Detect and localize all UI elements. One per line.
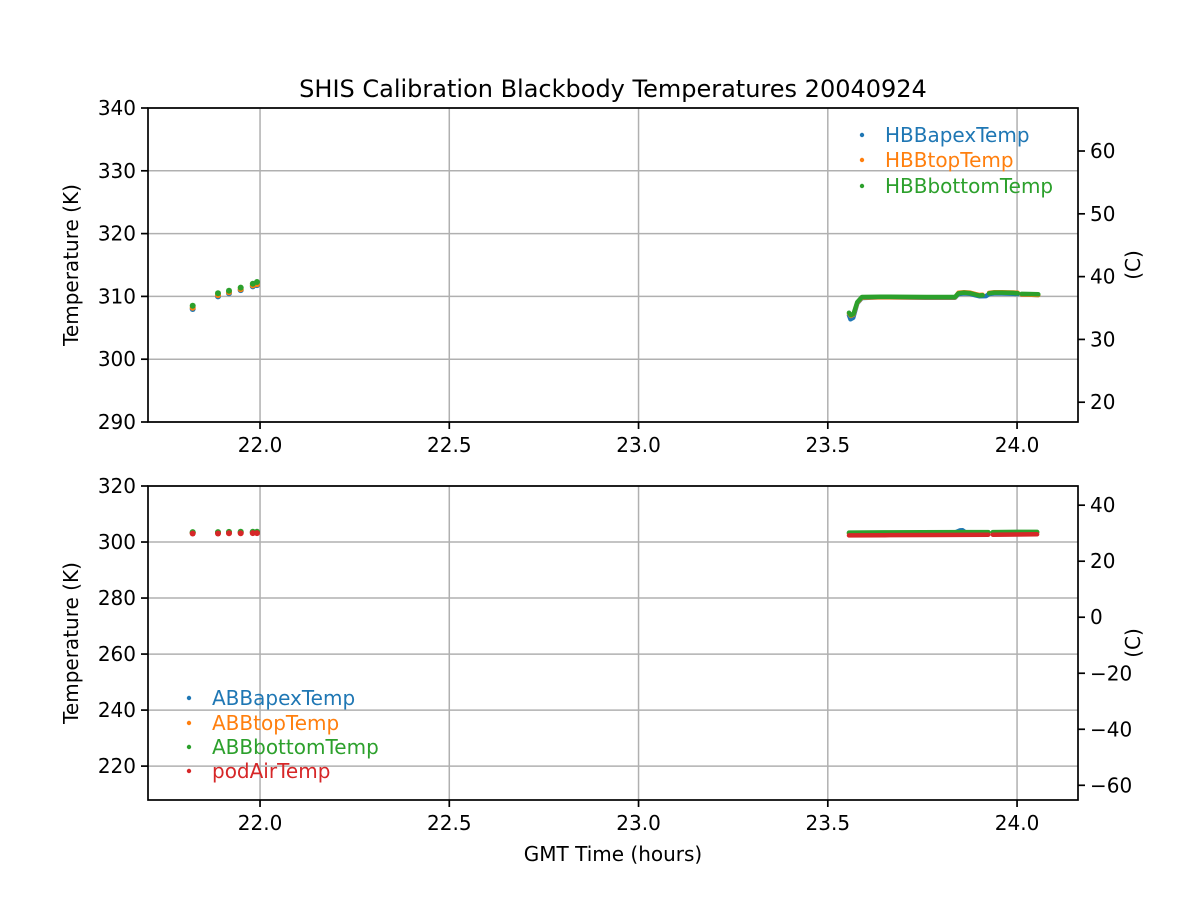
y-tick-label-right: 0 <box>1090 605 1103 629</box>
y-tick-label-left: 240 <box>98 698 136 722</box>
y-tick-label-left: 340 <box>98 96 136 120</box>
y-tick-label-right: −40 <box>1090 717 1132 741</box>
y-tick-label-left: 320 <box>98 222 136 246</box>
bottom-plot: 22.0 22.5 23.0 23.5 24.0 220 240 260 280 300 320 −6… <box>98 474 1132 835</box>
legend-marker <box>859 157 865 163</box>
data-point <box>237 530 244 537</box>
y-tick-label-right: −60 <box>1090 773 1132 797</box>
y-tick-label-right: 40 <box>1090 493 1115 517</box>
x-tick-label: 22.5 <box>427 433 472 457</box>
data-point <box>226 530 232 537</box>
x-tick-label: 22.0 <box>238 433 283 457</box>
tick-marks <box>141 485 1085 807</box>
top-y-axis-label: Temperature (K) <box>59 184 83 347</box>
chart-title: SHIS Calibration Blackbody Temperatures … <box>299 75 927 103</box>
data-point <box>249 530 256 537</box>
legend-marker <box>186 720 192 726</box>
axes-frame <box>147 107 1079 423</box>
x-tick-label: 24.0 <box>995 433 1040 457</box>
y-tick-label-right: 50 <box>1090 202 1115 226</box>
legend-marker <box>186 695 192 701</box>
y-tick-label-left: 330 <box>98 159 136 183</box>
y-tick-label-left: 260 <box>98 642 136 666</box>
y-tick-label-left: 310 <box>98 284 136 308</box>
legend-label-HBBbottomTemp: HBBbottomTemp <box>885 174 1053 198</box>
legend-marker <box>186 744 192 750</box>
series-HBBbottomTemp <box>189 279 1041 318</box>
series-line <box>986 290 1021 296</box>
bottom-legend: ABBapexTempABBtopTempABBbottomTemppodAir… <box>186 686 379 783</box>
x-axis-label: GMT Time (hours) <box>524 842 702 866</box>
top-right-y-axis-label: (C) <box>1121 250 1145 280</box>
plots-layer: 22.0 22.5 23.0 23.5 24.029030031032033034020… <box>98 96 1132 835</box>
top-plot: 22.0 22.5 23.0 23.5 24.0 290 300 310 320 330 340 20… <box>98 96 1116 457</box>
bottom-right-y-axis-label: (C) <box>1121 628 1145 658</box>
legend-marker <box>186 768 192 774</box>
data-point <box>189 302 196 309</box>
legend-marker <box>859 183 865 189</box>
axes-frame <box>147 485 1079 801</box>
y-tick-label-left: 320 <box>98 474 136 498</box>
legend-label-HBBapexTemp: HBBapexTemp <box>885 123 1030 147</box>
x-tick-label: 23.5 <box>806 433 851 457</box>
legend-label-ABBbottomTemp: ABBbottomTemp <box>212 735 379 759</box>
tick-labels: 22.0 22.5 23.0 23.5 24.0 290 300 310 320 330 340 20… <box>98 96 1116 457</box>
legend-label-podAirTemp: podAirTemp <box>212 759 330 783</box>
y-tick-label-right: 20 <box>1090 390 1115 414</box>
series-line <box>846 532 991 538</box>
y-tick-label-left: 300 <box>98 530 136 554</box>
tick-labels: 22.0 22.5 23.0 23.5 24.0 220 240 260 280 300 320 −6… <box>98 474 1132 835</box>
legend-label-HBBtopTemp: HBBtopTemp <box>885 148 1014 172</box>
y-tick-label-left: 280 <box>98 586 136 610</box>
x-tick-label: 23.0 <box>616 811 661 835</box>
data-point <box>215 290 221 297</box>
y-tick-label-left: 290 <box>98 410 136 434</box>
legend-label-ABBtopTemp: ABBtopTemp <box>212 711 339 735</box>
y-tick-label-right: 40 <box>1090 265 1115 289</box>
y-tick-label-right: −20 <box>1090 661 1132 685</box>
y-tick-label-right: 30 <box>1090 327 1115 351</box>
tick-marks <box>141 107 1085 429</box>
x-tick-label: 24.0 <box>995 811 1040 835</box>
legend-marker <box>859 132 865 138</box>
data-point <box>226 287 232 294</box>
bottom-y-axis-label: Temperature (K) <box>59 562 83 725</box>
x-tick-label: 22.5 <box>427 811 472 835</box>
series-podAirTemp <box>189 530 1040 538</box>
y-tick-label-left: 220 <box>98 754 136 778</box>
x-tick-label: 23.5 <box>806 811 851 835</box>
legend-label-ABBapexTemp: ABBapexTemp <box>212 686 355 710</box>
y-tick-label-left: 300 <box>98 347 136 371</box>
data-point <box>254 279 260 285</box>
data-point <box>254 530 260 537</box>
y-tick-label-right: 60 <box>1090 139 1115 163</box>
series-line <box>846 529 991 535</box>
data-point <box>189 530 196 537</box>
x-tick-label: 22.0 <box>238 811 283 835</box>
y-tick-label-right: 20 <box>1090 549 1115 573</box>
series-line <box>846 290 985 318</box>
series-HBBapexTemp <box>189 282 1041 322</box>
x-tick-label: 23.0 <box>616 433 661 457</box>
data-point <box>215 530 221 537</box>
data-point <box>237 284 244 291</box>
grid <box>148 485 1078 800</box>
